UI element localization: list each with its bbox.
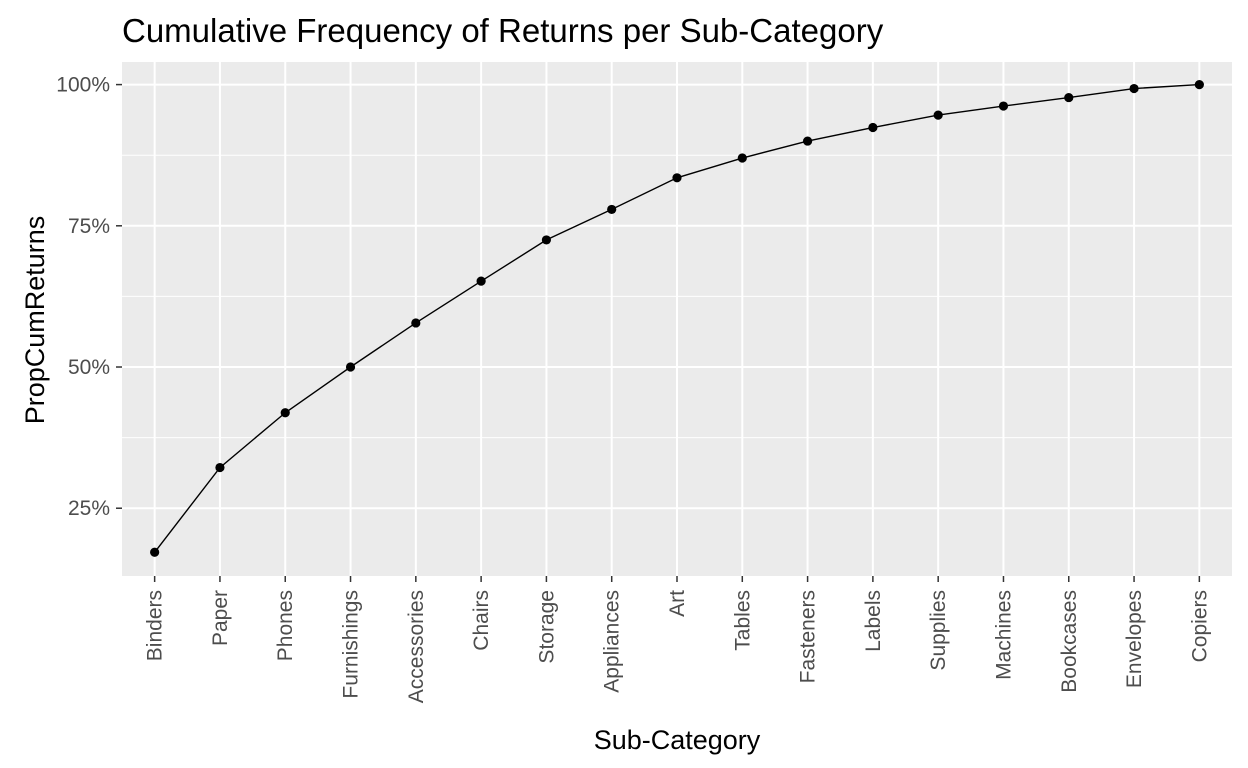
x-tick-label: Tables xyxy=(731,590,754,651)
data-point xyxy=(998,101,1009,111)
x-tick-label: Art xyxy=(666,590,689,617)
x-tick-label: Paper xyxy=(209,590,232,646)
x-tick-label: Supplies xyxy=(927,590,950,671)
x-tick-label: Bookcases xyxy=(1058,590,1081,693)
data-point xyxy=(737,153,747,163)
x-tick-label: Appliances xyxy=(601,590,624,693)
x-tick-label: Chairs xyxy=(470,590,493,651)
y-tick-label: 75% xyxy=(68,215,110,238)
data-point xyxy=(1129,83,1139,94)
y-axis: 25% 50% 75% 100% xyxy=(56,74,122,520)
data-point xyxy=(345,362,356,372)
grid-lines xyxy=(122,62,1232,576)
data-point xyxy=(476,276,486,286)
x-axis-title: Sub-Category xyxy=(594,725,761,755)
x-tick-label: Envelopes xyxy=(1123,590,1146,688)
x-tick-label: Furnishings xyxy=(340,590,363,699)
data-point xyxy=(541,235,552,245)
data-point xyxy=(411,318,421,328)
data-series xyxy=(150,79,1204,557)
data-point xyxy=(672,173,682,183)
data-point xyxy=(1194,79,1204,90)
x-tick-label: Phones xyxy=(274,590,297,661)
x-tick-label: Machines xyxy=(992,590,1015,680)
x-tick-label: Storage xyxy=(535,590,558,664)
data-point xyxy=(868,122,878,133)
x-axis: Binders Paper Phones Furnishings Accessories… xyxy=(144,576,1211,703)
x-tick-label: Copiers xyxy=(1188,590,1211,662)
data-point xyxy=(215,462,225,473)
x-tick-label: Fasteners xyxy=(797,590,820,683)
y-tick-label: 50% xyxy=(68,356,110,379)
chart-title: Cumulative Frequency of Returns per Sub-… xyxy=(122,12,884,49)
y-axis-title: PropCumReturns xyxy=(20,216,50,425)
x-tick-label: Accessories xyxy=(405,590,428,703)
data-point xyxy=(150,547,160,557)
y-tick-label: 100% xyxy=(56,74,110,97)
y-tick-label: 25% xyxy=(68,497,110,520)
data-point xyxy=(802,136,813,146)
data-point xyxy=(933,110,943,120)
x-tick-label: Labels xyxy=(862,590,885,652)
data-point xyxy=(607,204,617,215)
data-point xyxy=(280,408,290,418)
data-point xyxy=(1064,92,1074,103)
x-tick-label: Binders xyxy=(144,590,167,661)
